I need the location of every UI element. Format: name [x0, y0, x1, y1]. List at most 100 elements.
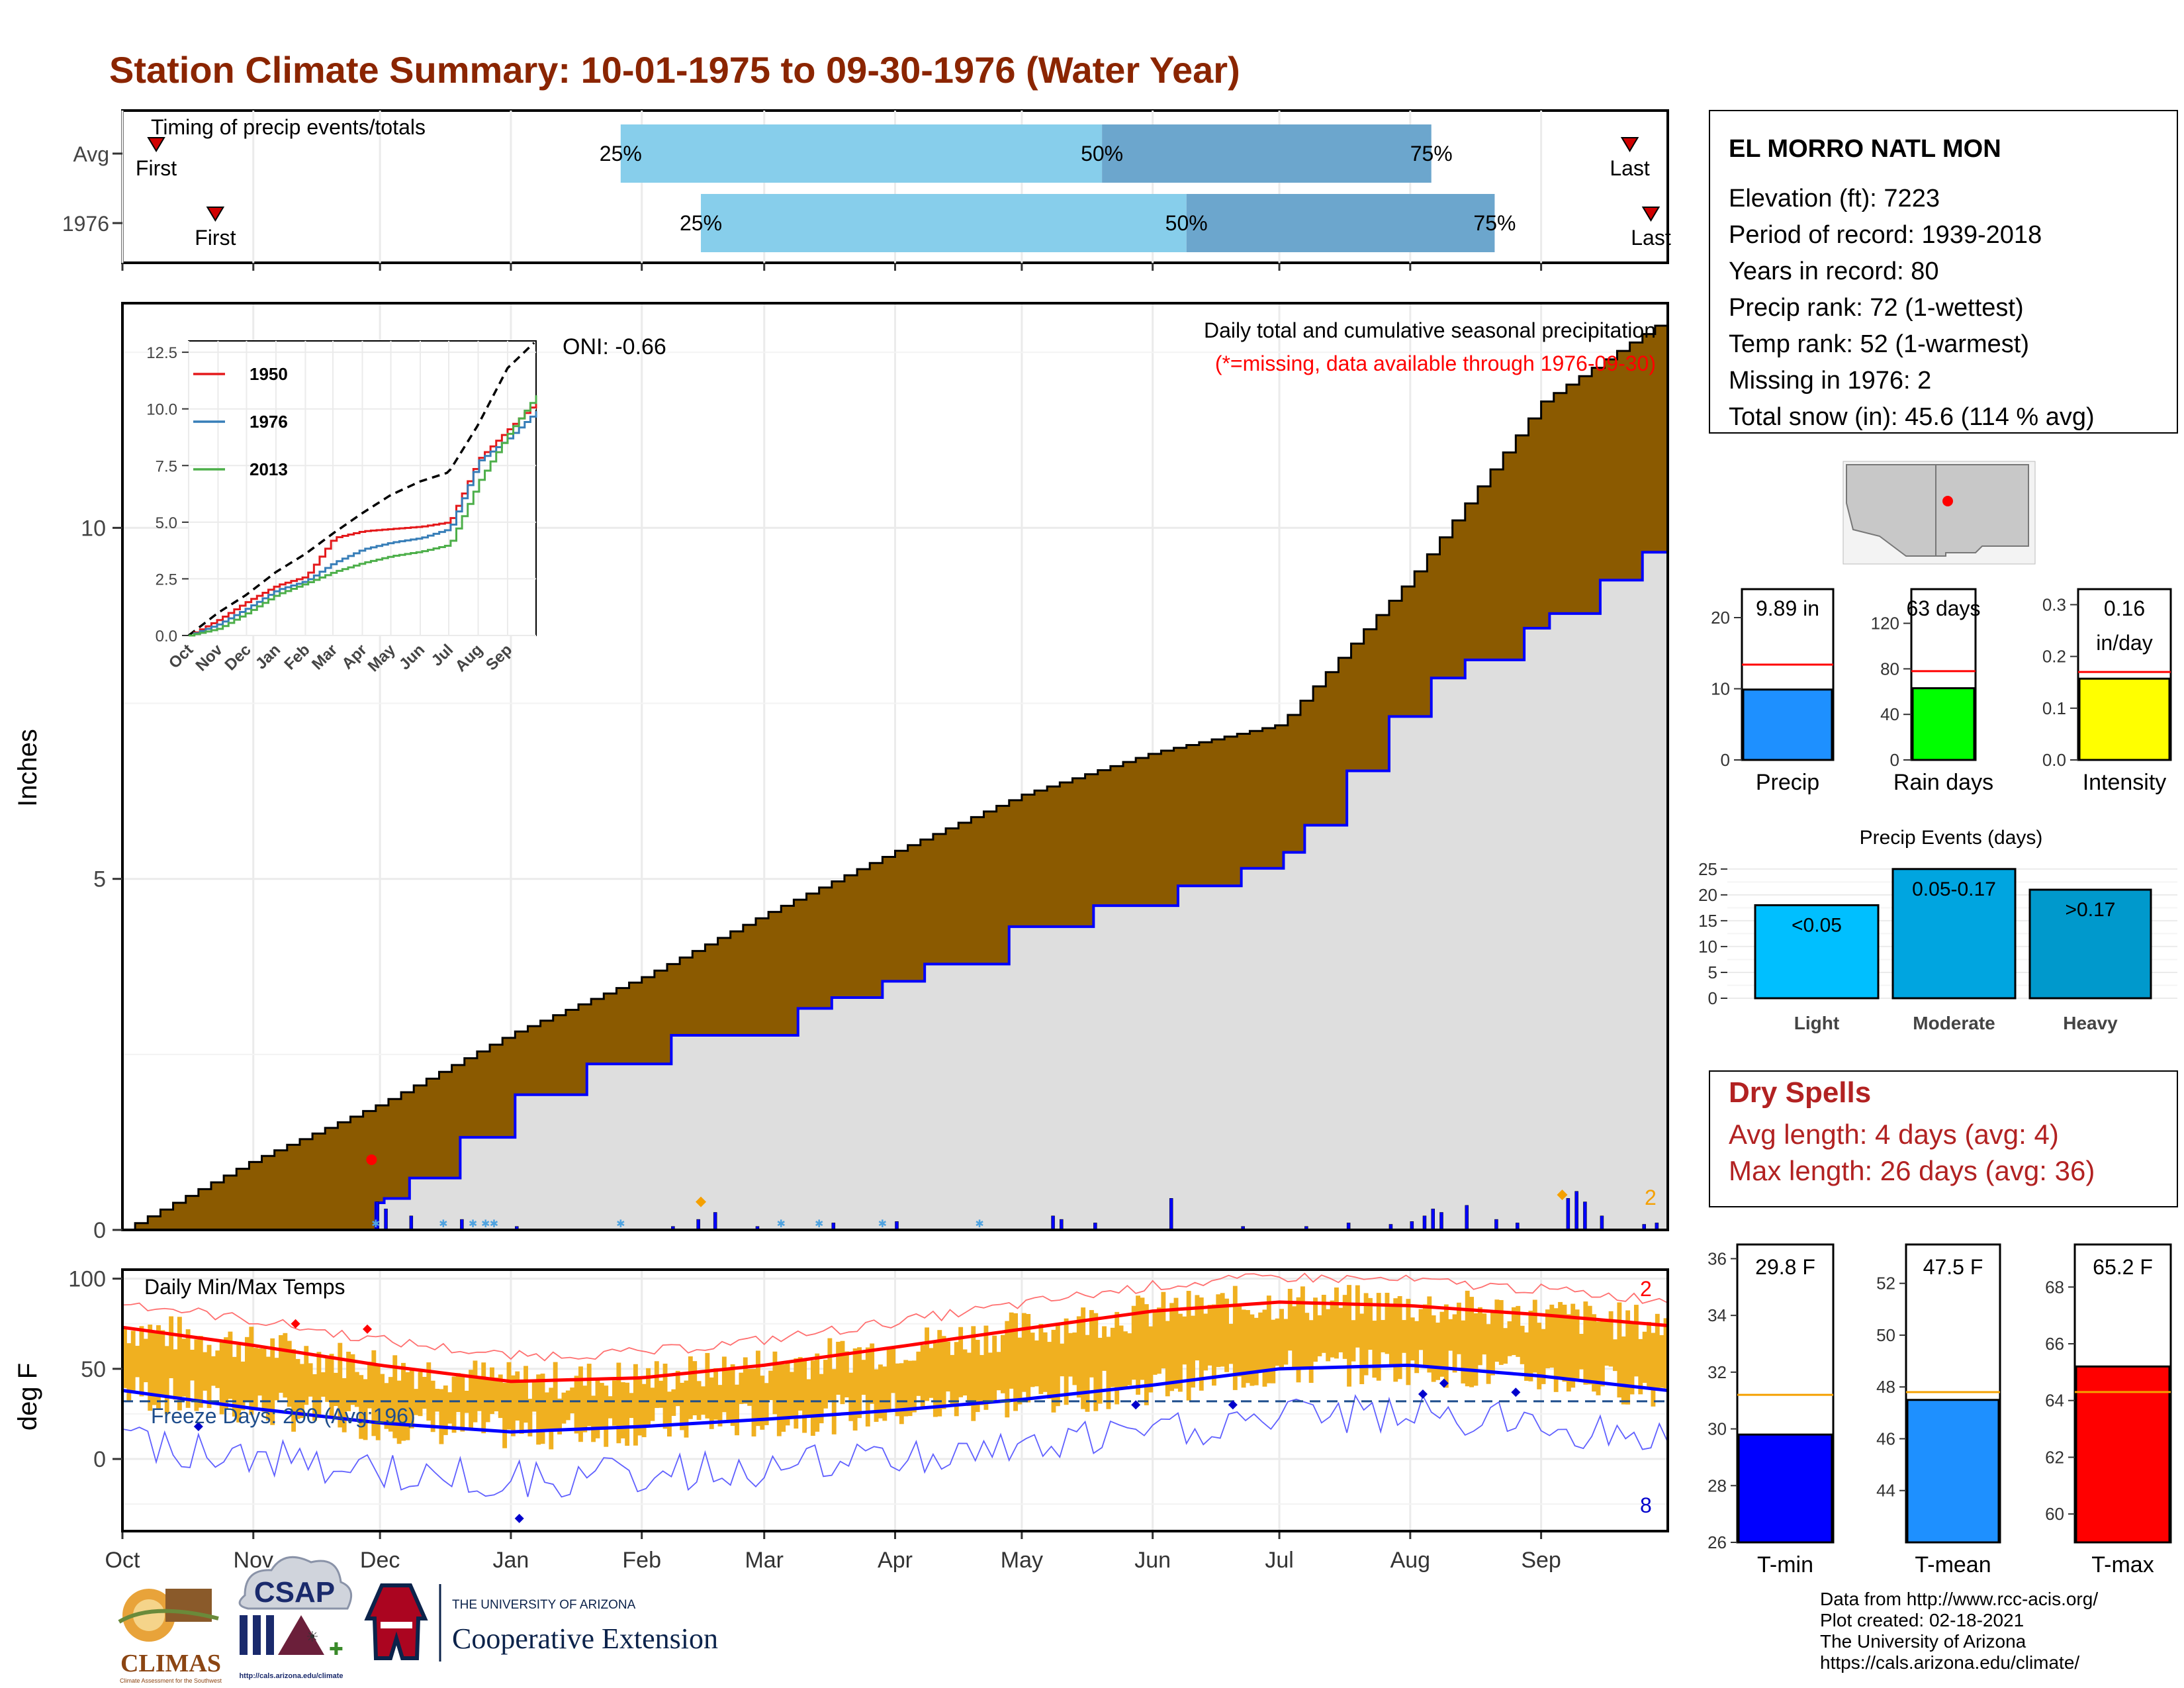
daily-temp-bar: [903, 1360, 909, 1417]
daily-temp-bar: [1076, 1316, 1081, 1398]
daily-temp-bar: [1368, 1297, 1373, 1350]
daily-temp-bar: [257, 1348, 263, 1396]
daily-temp-bar: [1625, 1310, 1631, 1405]
timing-row-label: 1976: [62, 212, 109, 236]
daily-temp-bar: [1148, 1326, 1154, 1393]
timing-bar-early: [620, 124, 1103, 183]
daily-temp-bar: [1173, 1297, 1179, 1389]
events-ytick-label: 20: [1698, 885, 1717, 905]
daily-temp-bar: [1106, 1336, 1111, 1409]
daily-temp-bar: [1663, 1318, 1668, 1389]
daily-temp-bar: [721, 1356, 727, 1413]
ua-big-text: Cooperative Extension: [452, 1622, 718, 1655]
daily-precip-bar: [713, 1212, 717, 1231]
daily-temp-bar: [1013, 1313, 1019, 1411]
daily-temp-bar: [515, 1371, 520, 1421]
daily-temp-bar: [1241, 1309, 1246, 1388]
daily-temp-bar: [435, 1389, 439, 1412]
daily-temp-bar: [1448, 1319, 1453, 1351]
daily-temp-bar: [139, 1326, 144, 1397]
daily-temp-bar: [1376, 1293, 1381, 1381]
daily-temp-bar: [565, 1390, 570, 1421]
inset-legend-label: 2013: [250, 459, 288, 479]
daily-temp-bar: [1516, 1305, 1521, 1357]
credit-line: The University of Arizona: [1820, 1631, 2026, 1652]
daily-temp-bar: [1651, 1333, 1656, 1407]
daily-temp-bar: [1359, 1313, 1365, 1384]
daily-temp-bar: [1600, 1320, 1605, 1387]
daily-temp-bar: [1246, 1310, 1250, 1383]
daily-temp-bar: [456, 1373, 461, 1413]
daily-temp-bar: [946, 1341, 950, 1392]
dry-spells-max: Max length: 26 days (avg: 36): [1729, 1155, 2095, 1186]
daily-temp-bar: [1034, 1340, 1039, 1387]
daily-temp-bar: [1642, 1331, 1647, 1383]
daily-temp-bar: [279, 1335, 283, 1393]
daily-temp-bar: [629, 1393, 634, 1419]
daily-temp-bar: [1435, 1323, 1440, 1380]
month-label-jun: Jun: [1134, 1548, 1171, 1573]
month-label-apr: Apr: [878, 1548, 913, 1573]
daily-temp-bar: [654, 1361, 659, 1409]
daily-temp-bar: [1549, 1304, 1555, 1368]
daily-temp-bar: [396, 1380, 402, 1444]
first-event-marker: [206, 207, 225, 222]
temp-summary-tick-label: 30: [1707, 1419, 1727, 1439]
daily-temp-bar: [1195, 1295, 1200, 1361]
timing-row-label: Avg: [73, 142, 109, 166]
daily-temp-bar: [1136, 1295, 1141, 1395]
daily-temp-bar: [1545, 1309, 1550, 1368]
daily-temp-bar: [1110, 1327, 1115, 1387]
daily-temp-bar: [1177, 1313, 1183, 1392]
station-info-line: Years in record: 80: [1729, 258, 1939, 285]
station-info-line: Period of record: 1939-2018: [1729, 221, 2042, 249]
temp-summary-value: 65.2 F: [2093, 1255, 2153, 1279]
daily-temp-bar: [1498, 1299, 1504, 1365]
inset-legend-label: 1950: [250, 364, 288, 384]
summary-bar-tick-label: 80: [1880, 659, 1899, 679]
snow-event-marker: [1557, 1189, 1568, 1200]
events-ytick-label: 10: [1698, 937, 1717, 957]
missing-marker: [366, 1154, 377, 1165]
daily-temp-bar: [1182, 1316, 1187, 1365]
daily-temp-bar: [591, 1395, 596, 1442]
footer-credits: Data from http://www.rcc-acis.org/Plot c…: [1820, 1589, 2098, 1673]
daily-temp-bar: [1562, 1304, 1567, 1382]
daily-temp-bar: [531, 1382, 537, 1412]
daily-temp-bar: [1203, 1313, 1208, 1371]
daily-temp-bar: [473, 1360, 478, 1423]
first-event-marker: [147, 137, 165, 152]
daily-temp-bar: [781, 1364, 786, 1432]
daily-temp-bar: [367, 1362, 372, 1409]
daily-temp-bar: [1494, 1299, 1500, 1362]
daily-temp-bar: [177, 1317, 182, 1411]
temp-summary-tick-label: 44: [1876, 1481, 1895, 1501]
snow-flake-icon: ✱: [439, 1219, 447, 1230]
daily-temp-bar: [1161, 1291, 1166, 1369]
daily-temp-bar: [325, 1358, 330, 1402]
daily-precip-bar: [460, 1219, 464, 1231]
daily-temp-bar: [578, 1366, 583, 1442]
temp-panel-title: Daily Min/Max Temps: [144, 1275, 345, 1299]
daily-temp-bar: [751, 1368, 756, 1437]
daily-temp-bar: [557, 1398, 562, 1434]
daily-temp-bar: [844, 1351, 849, 1397]
daily-temp-bar: [1283, 1319, 1289, 1365]
daily-temp-bar: [363, 1379, 368, 1440]
dry-spells-avg: Avg length: 4 days (avg: 4): [1729, 1119, 2059, 1150]
daily-temp-bar: [1258, 1312, 1263, 1372]
daily-temp-bar: [907, 1360, 913, 1417]
temp-summary-tick-label: 28: [1707, 1476, 1727, 1495]
daily-temp-bar: [405, 1372, 410, 1440]
daily-temp-bar: [1237, 1306, 1242, 1377]
temp-ytick-label: 100: [68, 1267, 106, 1292]
daily-temp-bar: [929, 1348, 934, 1398]
daily-temp-bar: [912, 1360, 917, 1413]
daily-temp-bar: [966, 1352, 972, 1407]
event-bar-value: >0.17: [2066, 899, 2116, 921]
daily-temp-bar: [802, 1360, 807, 1433]
month-label-dec: Dec: [360, 1548, 400, 1573]
daily-temp-bar: [666, 1391, 672, 1437]
daily-temp-bar: [717, 1385, 723, 1427]
daily-temp-bar: [329, 1354, 334, 1419]
